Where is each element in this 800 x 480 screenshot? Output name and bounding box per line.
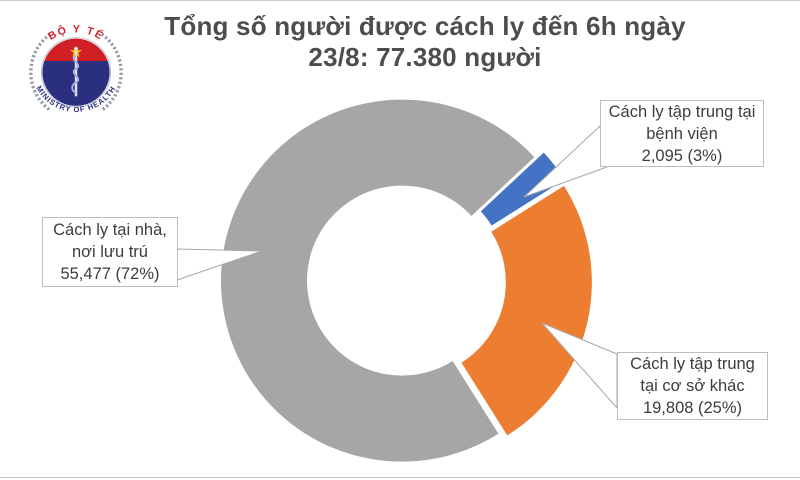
emblem-ring <box>40 37 112 108</box>
callout-other-line1: Cách ly tập trung <box>630 355 755 373</box>
chart-title-line1: Tổng số người được cách ly đến 6h ngày <box>164 11 686 41</box>
chart-title: Tổng số người được cách ly đến 6h ngày 2… <box>70 11 780 73</box>
donut-slice-0 <box>221 99 535 462</box>
callout-box-hospital: Cách ly tập trung tại bệnh viện 2,095 (3… <box>600 100 764 167</box>
callout-home-value: 55,477 (72%) <box>60 265 160 283</box>
moh-logo: BỘ Y TẾ MINISTRY OF HEALTH <box>29 23 123 114</box>
asclepius-staff-icon <box>71 46 80 97</box>
callout-hospital-line2: bệnh viện <box>646 124 718 143</box>
callout-hospital-value: 2,095 (3%) <box>641 146 723 165</box>
callout-hospital-line1: Cách ly tập trung tại <box>608 102 756 121</box>
callout-other-value: 19,808 (25%) <box>642 399 743 417</box>
donut-slices <box>221 99 592 462</box>
callout-box-other: Cách ly tập trung tại cơ sở khác 19,808 … <box>617 352 768 420</box>
chart-title-line2: 23/8: 77.380 người <box>308 42 542 72</box>
top-border-line <box>0 0 800 1</box>
donut-slice-2 <box>461 185 592 436</box>
donut-slice-1 <box>480 152 565 226</box>
callout-home-line2: nơi lưu trú <box>72 243 148 261</box>
callout-home-line1: Cách ly tại nhà, <box>53 221 167 239</box>
callout-box-home: Cách ly tại nhà, nơi lưu trú 55,477 (72%… <box>42 217 178 287</box>
callout-other-line2: tại cơ sở khác <box>640 377 745 395</box>
wreath-right-icon <box>100 32 123 112</box>
wreath-left-icon <box>29 32 52 112</box>
bottom-border-line <box>0 477 800 478</box>
